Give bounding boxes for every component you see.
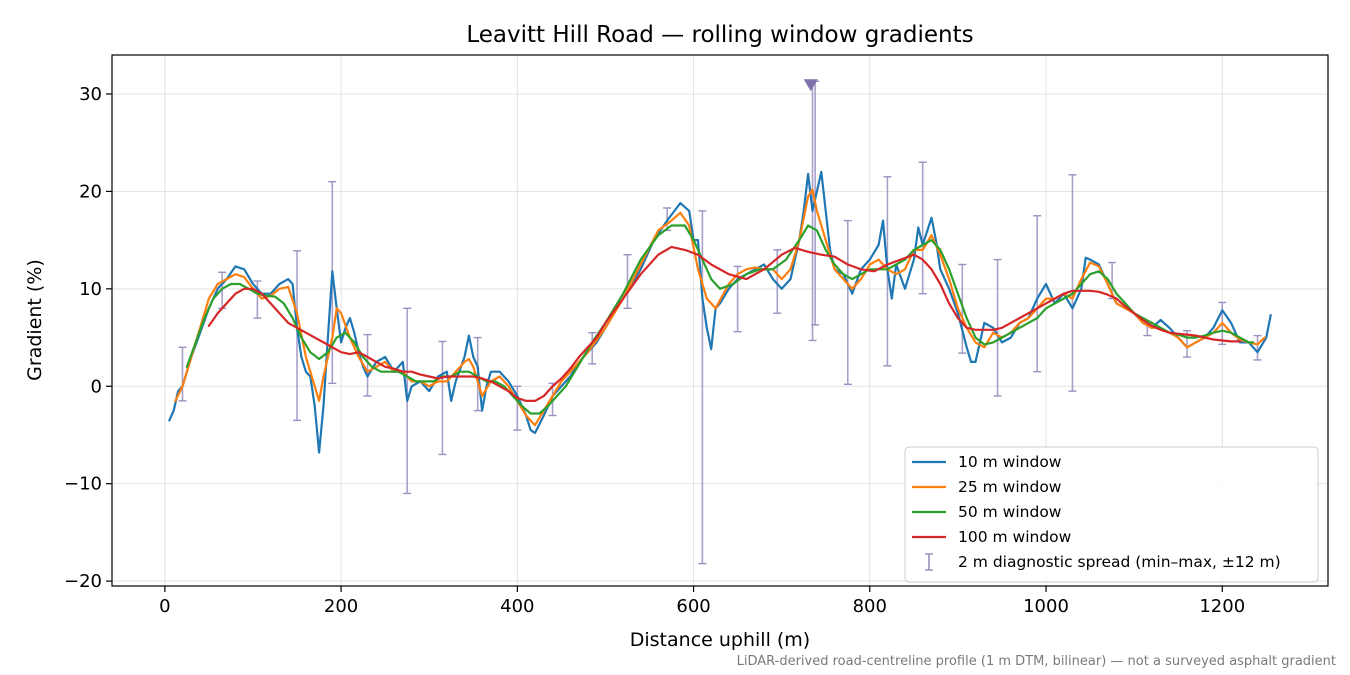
plot-frame (111, 54, 1329, 587)
x-tick-label: 0 (159, 596, 170, 617)
errorbar (293, 250, 302, 422)
x-tick-label: 400 (500, 596, 534, 617)
y-tick-label: 20 (79, 181, 102, 202)
legend: 10 m window 25 m window 50 m window 100 m w… (904, 446, 1319, 583)
legend-label: 25 m window (958, 478, 1062, 496)
legend-label: 50 m window (958, 503, 1062, 521)
errorbar (698, 210, 707, 565)
errorbar (178, 346, 187, 402)
chart-title: Leavitt Hill Road — rolling window gradi… (466, 22, 973, 48)
legend-box (904, 446, 1319, 583)
legend-label: 2 m diagnostic spread (min–max, ±12 m) (958, 553, 1281, 571)
series-line (207, 245, 1241, 402)
plot-area (168, 79, 1272, 565)
x-axis-label: Distance uphill (m) (630, 629, 810, 651)
axis-ticks: 0 200 400 600 800 1000 1200 −20 −10 0 10 20 30 (64, 84, 1245, 617)
errorbar (513, 385, 522, 431)
chart-footnote: LiDAR-derived road-centreline profile (1… (737, 654, 1336, 669)
x-tick-label: 800 (853, 596, 887, 617)
legend-label: 100 m window (958, 528, 1072, 546)
series-line (174, 188, 1266, 427)
errorbar (363, 333, 372, 397)
x-tick-label: 1000 (1023, 596, 1069, 617)
y-tick-label: 10 (79, 279, 102, 300)
legend-label: 10 m window (958, 453, 1062, 471)
y-tick-label: 0 (91, 376, 102, 397)
series-line (185, 224, 1255, 415)
errorbar (1033, 215, 1042, 373)
errorbar (918, 161, 927, 295)
y-tick-label: 30 (79, 84, 102, 105)
errorbar (843, 219, 852, 386)
x-tick-label: 600 (676, 596, 710, 617)
clipped-spike-marker (803, 79, 818, 92)
errorbar (1068, 174, 1077, 392)
legend-item: 10 m window (912, 453, 1062, 471)
y-tick-label: −20 (64, 571, 102, 592)
legend-item: 25 m window (912, 478, 1062, 496)
errorbar-series (178, 79, 1262, 565)
grid-lines (112, 55, 1328, 586)
legend-item: 50 m window (912, 503, 1062, 521)
series-line (168, 170, 1272, 454)
errorbar (623, 254, 632, 310)
legend-item: 2 m diagnostic spread (min–max, ±12 m) (925, 553, 1281, 571)
y-tick-label: −10 (64, 474, 102, 495)
errorbar (1253, 334, 1262, 361)
errorbar (438, 340, 447, 456)
errorbar (773, 249, 782, 314)
legend-item: 100 m window (912, 528, 1072, 546)
x-tick-label: 200 (324, 596, 358, 617)
y-axis-label: Gradient (%) (24, 259, 46, 381)
x-tick-label: 1200 (1199, 596, 1245, 617)
